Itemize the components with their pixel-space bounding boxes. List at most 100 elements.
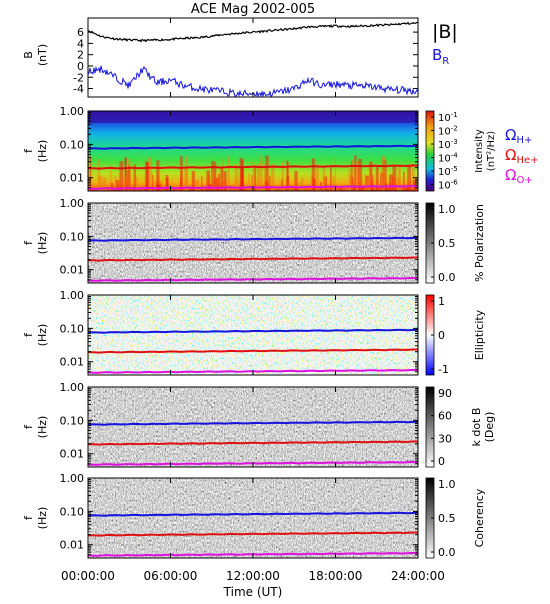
colorbar-tick-label-1: 60 [438,410,452,423]
freq-ylabel-sub: (Hz) [36,416,49,439]
freq-tick-label-2: 0.01 [60,356,85,369]
intensity-streak [407,166,411,191]
colorbar-tick-exp: -1 [451,111,458,119]
colorbar-label-sub: (Deg) [483,412,496,443]
b-ytick-label-5: -4 [73,83,84,96]
colorbar-kdotb [426,387,434,467]
freq-tick-label-0: 1.00 [60,197,85,210]
freq-tick-label-2: 0.01 [60,264,85,277]
intensity-streak [98,159,100,191]
colorbar-tick-exp: -4 [451,152,459,160]
legend-omega-hplus: ΩH+ [505,126,532,146]
spectrogram-panels: 1.000.100.01f(Hz)10-110-210-310-410-510-… [22,105,497,559]
intensity-streak [393,167,397,191]
spectrogram-image [88,478,418,558]
freq-tick-label-0: 1.00 [60,472,85,485]
colorbar-tick-base: 10 [438,113,451,124]
freq-ylabel-main: f [22,332,35,337]
intensity-streak [269,176,270,191]
colorbar-label-main: Intensity [474,129,485,173]
intensity-streak [248,173,249,191]
spectrogram-image [88,111,418,191]
x-axis-label: Time (UT) [223,585,283,599]
x-tick-label-2: 12:00:00 [226,569,280,583]
colorbar-tick-label-1: 0.5 [438,237,456,250]
intensity-streak [301,178,304,191]
intensity-streak [171,180,172,191]
colorbar-tick-base: 10 [438,140,451,151]
colorbar-tick-base: 10 [438,154,451,165]
freq-ylabel-main: f [22,240,35,245]
colorbar-tick-label-2: 0.0 [438,546,456,559]
intensity-streak [180,156,183,191]
legend-omega-oplus-symbol: Ω [505,166,516,184]
colorbar-intensity [426,111,434,191]
spectrogram-panel-polarization: 1.000.100.01f(Hz)1.00.50.0% Polarization [22,197,486,284]
b-ylabel-sub: (nT) [36,44,49,66]
colorbar-tick-label-0: 1.0 [438,478,456,491]
legend-omega-oplus-sub: O+ [516,175,532,186]
colorbar-label: Coherency [473,488,486,547]
cyclotron-legend: ΩH+ ΩHe+ ΩO+ [505,126,539,186]
colorbar-tick-label-3: 0 [438,455,445,468]
freq-tick-label-2: 0.01 [60,172,85,185]
freq-tick-label-1: 0.10 [60,505,85,518]
freq-tick-label-0: 1.00 [60,381,85,394]
freq-tick-label-1: 0.10 [60,230,85,243]
legend-bmag: |B| [432,21,458,43]
legend-br-main: B [432,46,442,64]
colorbar-tick-label-2: 30 [438,432,452,445]
colorbar-tick-base: 10 [438,167,451,178]
intensity-streak [403,171,405,191]
intensity-streak [352,177,353,191]
colorbar-label-main: k dot B [470,408,483,447]
colorbar-label: % Polarization [473,204,486,282]
spectrogram-image [88,387,418,467]
colorbar-label-sub: (nT²/Hz) [486,131,497,171]
freq-tick-label-1: 0.10 [60,414,85,427]
intensity-streak [145,162,148,191]
freq-ylabel-sub: (Hz) [36,507,49,530]
legend-omega-hplus-symbol: Ω [505,126,516,144]
colorbar-label: Ellipticity [473,309,486,360]
intensity-streak [227,156,229,191]
colorbar-tick-label-4: 10-5 [438,165,458,178]
colorbar-tick-exp: -3 [451,138,458,146]
colorbar-tick-label-0: 1.0 [438,203,456,216]
freq-tick-label-2: 0.01 [60,448,85,461]
spectrogram-texture [88,387,418,467]
colorbar-tick-exp: -5 [451,165,458,173]
intensity-streak [128,159,130,191]
colorbar-tick-exp: -6 [451,179,459,187]
freq-ylabel-main: f [22,515,35,520]
intensity-streak [260,156,262,191]
legend-omega-hplus-sub: H+ [516,135,532,146]
freq-tick-label-1: 0.10 [60,138,85,151]
spectrogram-texture [88,203,418,283]
freq-ylabel-sub: (Hz) [36,324,49,347]
colorbar-tick-label-1: 0 [438,329,445,342]
legend-br-sub: R [442,56,449,67]
legend-omega-heplus: ΩHe+ [505,146,539,166]
legend-omega-heplus-symbol: Ω [505,146,516,164]
colorbar-tick-base: 10 [438,127,451,138]
freq-tick-label-1: 0.10 [60,322,85,335]
colorbar-tick-base: 10 [438,181,451,192]
legend-omega-oplus: ΩO+ [505,166,533,186]
legend-br: BR [432,46,449,67]
freq-tick-label-0: 1.00 [60,105,85,118]
colorbar-tick-label-0: 10-1 [438,111,458,124]
colorbar-tick-label-2: 10-3 [438,138,458,151]
legend-omega-heplus-sub: He+ [516,155,538,166]
freq-ylabel-sub: (Hz) [36,232,49,255]
colorbar-tick-exp: -2 [451,125,458,133]
spectrogram-texture [88,295,418,375]
spectrogram-image [88,295,418,375]
x-tick-label-3: 18:00:00 [309,569,363,583]
colorbar-tick-label-5: 10-6 [438,179,458,192]
intensity-streak [211,161,215,191]
